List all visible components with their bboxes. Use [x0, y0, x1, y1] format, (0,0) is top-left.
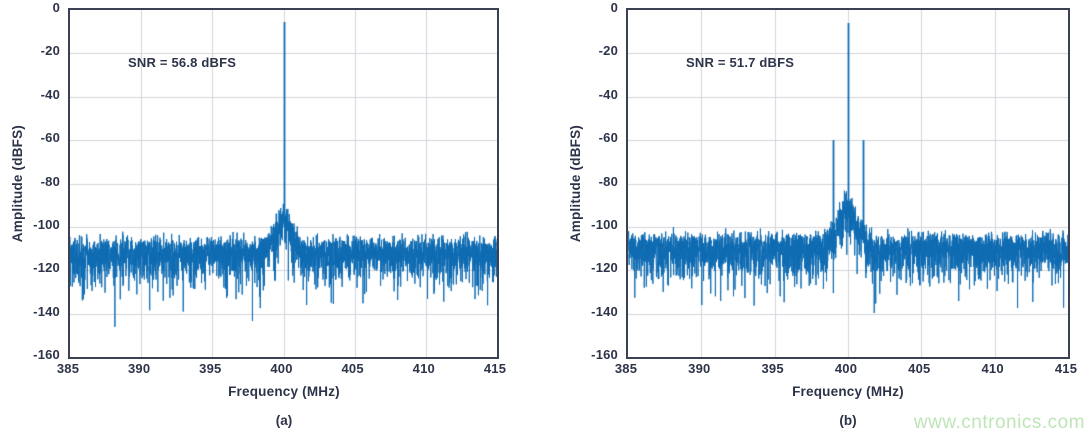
- plot-area-a: [68, 8, 499, 359]
- x-tick-label: 385: [56, 361, 80, 376]
- x-axis-title-a: Frequency (MHz): [228, 384, 340, 399]
- x-tick-label: 405: [341, 361, 364, 376]
- x-tick-label: 385: [614, 361, 638, 376]
- spectrum-plot-a: [70, 10, 497, 357]
- x-tick-label: 415: [1054, 361, 1078, 376]
- plot-area-b: [626, 8, 1070, 359]
- x-tick-label: 410: [412, 361, 435, 376]
- x-tick-label: 415: [483, 361, 507, 376]
- y-axis-title-wrap-a: Amplitude (dBFS): [2, 10, 32, 357]
- subplot-caption-b: (b): [839, 413, 857, 428]
- x-tick-label: 395: [761, 361, 784, 376]
- x-tick-label: 400: [834, 361, 858, 376]
- spectrum-plot-b: [628, 10, 1068, 357]
- site-watermark: www.cntronics.com: [913, 412, 1085, 433]
- x-axis-title-b: Frequency (MHz): [792, 384, 904, 399]
- y-axis-title-b: Amplitude (dBFS): [567, 124, 583, 243]
- x-tick-label: 405: [908, 361, 931, 376]
- spectrum-figure-b: Amplitude (dBFS) 0 -20 -40 -60 -80 -100 -120 -1…: [558, 0, 1091, 442]
- y-axis-title-a: Amplitude (dBFS): [9, 124, 25, 243]
- x-tick-label: 400: [270, 361, 293, 376]
- subplot-caption-a: (a): [275, 413, 293, 428]
- x-tick-label: 390: [688, 361, 711, 376]
- snr-annotation-a: SNR = 56.8 dBFS: [128, 55, 237, 70]
- y-axis-title-wrap-b: Amplitude (dBFS): [560, 10, 590, 357]
- x-tick-label: 395: [199, 361, 222, 376]
- x-tick-label: 410: [981, 361, 1004, 376]
- x-tick-label: 390: [128, 361, 151, 376]
- spectrum-figure-a: Amplitude (dBFS) 0 -20 -40 -60 -80 -100 -120 -1…: [0, 0, 545, 442]
- snr-annotation-b: SNR = 51.7 dBFS: [686, 55, 795, 70]
